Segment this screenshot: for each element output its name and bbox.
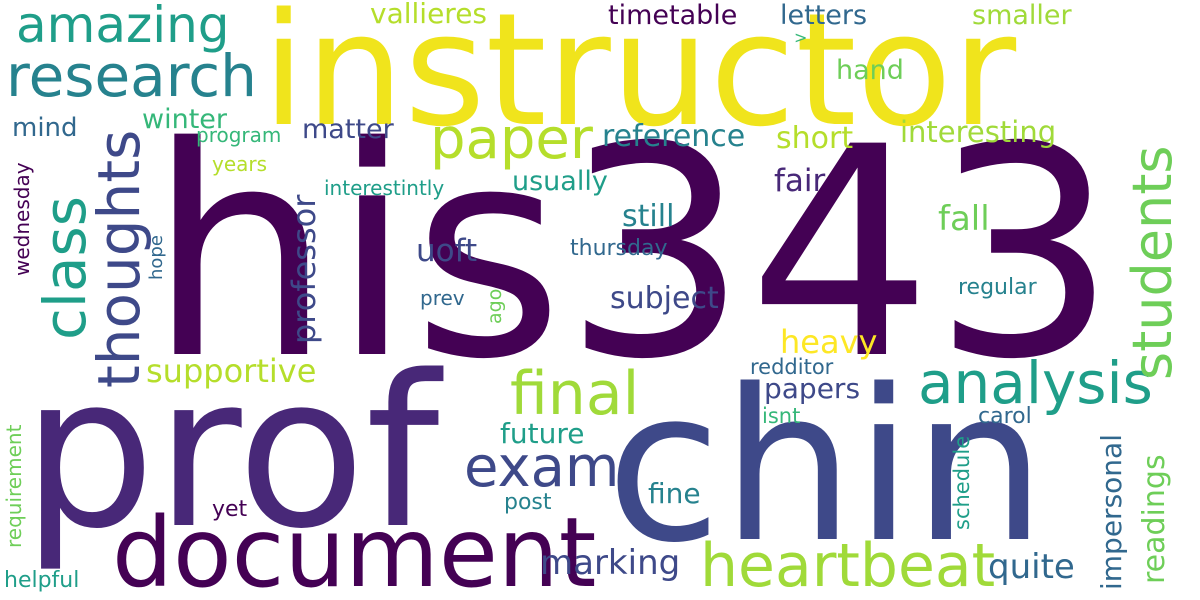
word-mind: mind [12, 113, 78, 143]
word-fine: fine [648, 477, 701, 510]
word-chin: chin [606, 344, 1046, 589]
word-usually: usually [512, 166, 608, 197]
word-interesting: interesting [900, 115, 1057, 149]
word-letters: letters [780, 0, 868, 31]
word-his343: his343 [148, 86, 1117, 423]
word-research: research [6, 42, 257, 110]
word-timetable: timetable [608, 0, 738, 31]
word-instructor: instructor [262, 0, 1017, 161]
word-post: post [504, 490, 552, 515]
word-document: document [112, 497, 597, 600]
word-isnt: isnt [762, 404, 801, 428]
word-short: short [776, 121, 854, 156]
word-still: still [622, 199, 675, 234]
word-heavy: heavy [780, 323, 878, 361]
word-amazing: amazing [16, 0, 230, 54]
word-hope: hope [146, 235, 167, 280]
word-prev: prev [420, 286, 465, 310]
word-arrow: > [794, 28, 808, 47]
word-final: final [510, 359, 640, 429]
word-schedule: schedule [950, 435, 974, 530]
word-redditor: redditor [750, 355, 834, 379]
word-program: program [196, 123, 282, 147]
word-fall: fall [938, 199, 990, 239]
word-marking: marking [540, 543, 681, 583]
word-exam: exam [464, 435, 620, 500]
word-requirement: requirement [2, 424, 26, 548]
word-paper: paper [430, 107, 593, 172]
word-professor: professor [285, 194, 323, 344]
word-prof: prof [22, 330, 440, 575]
word-supportive: supportive [146, 352, 317, 390]
word-quite: quite [988, 547, 1075, 587]
word-subject: subject [610, 281, 719, 316]
word-smaller: smaller [972, 0, 1072, 31]
word-years: years [212, 152, 268, 176]
word-matter: matter [302, 114, 394, 145]
word-vallieres: vallieres [370, 0, 488, 30]
word-carol: carol [978, 404, 1032, 429]
word-impersonal: impersonal [1095, 434, 1128, 590]
word-yet: yet [212, 497, 248, 522]
word-winter: winter [142, 104, 227, 135]
word-regular: regular [958, 275, 1037, 300]
word-heartbeat: heartbeat [700, 531, 996, 600]
word-uoft: uoft [416, 233, 478, 269]
word-helpful: helpful [4, 568, 80, 593]
word-thoughts: thoughts [85, 129, 153, 388]
word-students: students [1121, 145, 1184, 380]
word-papers: papers [764, 372, 861, 405]
word-hand: hand [836, 55, 904, 86]
word-future: future [500, 417, 585, 450]
word-wednesday: wednesday [10, 162, 34, 276]
word-analysis: analysis [918, 349, 1153, 417]
word-fair: fair [774, 163, 826, 199]
word-readings: readings [1137, 454, 1172, 584]
word-reference: reference [602, 119, 746, 154]
word-thursday: thursday [570, 236, 668, 261]
word-ago: ago [484, 288, 506, 324]
word-interestintly: interestintly [324, 176, 445, 200]
